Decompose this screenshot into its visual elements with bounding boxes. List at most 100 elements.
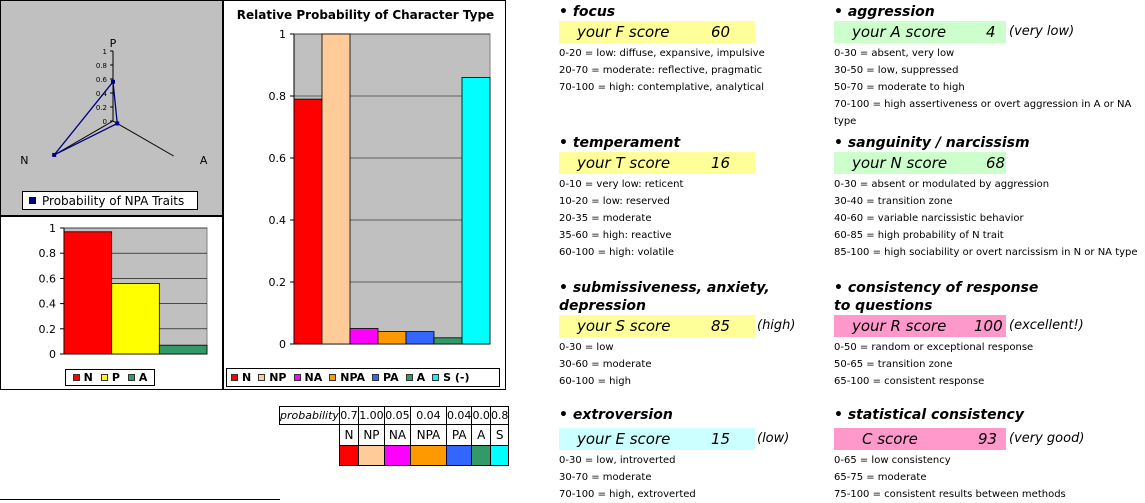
npa-y-tick-label: 0.8: [39, 247, 57, 260]
consistency-score-box: your R score 100: [834, 315, 1006, 337]
radar-tick-label: 0: [103, 118, 107, 126]
submissiveness-title-line2: depression: [559, 298, 646, 314]
divider-line: [0, 499, 280, 500]
radar-series-line: [53, 80, 118, 156]
npa-y-tick-label: 0: [49, 348, 56, 361]
type-color-npa: [409, 445, 447, 466]
character-legend: N NP NA NPA PA A S (-): [226, 368, 500, 387]
focus-score-value: 60: [711, 23, 731, 41]
npa-bar-chart: 0 0.2 0.4 0.6 0.8 1: [39, 222, 208, 361]
radar-legend-swatch: [29, 197, 36, 204]
extroversion-scale: 0-30 = low, introverted 30-70 = moderate 7…: [559, 455, 696, 500]
extroversion-score-value: 15: [711, 430, 731, 448]
char-y-tick-label: 0: [279, 338, 286, 351]
npa-bar-p: [111, 283, 160, 355]
type-label-row: N NP NA NPA PA A S: [280, 424, 510, 446]
focus-title: • focus: [559, 4, 616, 20]
aggression-title: • aggression: [834, 4, 935, 20]
char-bar-n: [293, 98, 323, 345]
statistical-scale: 0-65 = low consistency 65-75 = moderate 75…: [834, 455, 1066, 500]
submissiveness-scale: 0-30 = low 30-60 = moderate 60-100 = high: [559, 342, 652, 387]
type-label-a: A: [471, 424, 491, 446]
char-bar-npa: [377, 331, 407, 345]
extroversion-title: • extroversion: [559, 407, 673, 423]
radar-axis-label-n: N: [20, 154, 28, 167]
sanguinity-score-label: your N score: [852, 154, 948, 172]
type-color-a: [471, 445, 491, 466]
prob-value-n: 0.7: [338, 406, 359, 425]
radar-tick-label: 0.8: [96, 62, 107, 70]
prob-value-np: 1.00: [357, 406, 385, 425]
temperament-score-box: your T score 16: [559, 152, 755, 174]
char-legend-item-pa: PA: [372, 371, 399, 384]
sanguinity-score-box: your N score 68: [834, 152, 1006, 174]
radar-point-p: [111, 79, 115, 84]
statistical-score-box: C score 93: [834, 428, 1006, 450]
sanguinity-score-value: 68: [986, 154, 1006, 172]
npa-legend-item-n: N: [72, 371, 93, 384]
type-label-npa: NPA: [409, 424, 447, 446]
probability-row-label: probability: [279, 406, 340, 425]
aggression-score-label: your A score: [852, 23, 947, 41]
npa-bar-a: [158, 344, 208, 355]
npa-bar-chart-panel: 0 0.2 0.4 0.6 0.8 1 N P A: [0, 216, 223, 390]
char-legend-item-a: A: [405, 371, 425, 384]
character-chart-title: Relative Probability of Character Type: [236, 8, 495, 22]
extroversion-note: (low): [757, 431, 790, 446]
char-legend-item-np: NP: [258, 371, 287, 384]
aggression-score-box: your A score 4: [834, 21, 1006, 43]
type-color-np: [357, 445, 385, 466]
prob-value-npa: 0.04: [409, 406, 447, 425]
npa-bar-n: [63, 231, 113, 355]
type-color-n: [338, 445, 359, 466]
char-bar-s: [461, 77, 491, 345]
statistical-note: (very good): [1009, 431, 1085, 446]
probability-table: probability 0.7 1.00 0.05 0.04 0.04 0.0 …: [279, 406, 510, 466]
radar-chart: P N A 1 0.8 0.6 0.4 0.2 0: [20, 37, 208, 167]
focus-score-box: your F score 60: [559, 21, 755, 43]
type-color-na: [383, 445, 411, 466]
aggression-note: (very low): [1009, 24, 1075, 39]
char-bar-na: [349, 328, 379, 345]
npa-legend-item-a: A: [127, 371, 147, 384]
char-bar-np: [321, 33, 351, 345]
char-legend-item-na: NA: [293, 371, 322, 384]
radar-legend: Probability of NPA Traits: [22, 191, 198, 210]
aggression-score-value: 4: [986, 23, 996, 41]
focus-score-label: your F score: [577, 23, 670, 41]
consistency-title-line2: to questions: [834, 298, 933, 314]
extroversion-score-box: your E score 15: [559, 428, 755, 450]
npa-y-tick-label: 0.2: [39, 323, 57, 336]
submissiveness-title: • submissiveness, anxiety,: [559, 280, 770, 296]
probability-row: probability 0.7 1.00 0.05 0.04 0.04 0.0 …: [279, 406, 510, 425]
npa-y-tick-label: 1: [49, 222, 56, 235]
type-color-row: [280, 445, 510, 466]
consistency-note: (excellent!): [1009, 318, 1084, 333]
radar-tick-label: 0.2: [96, 104, 107, 112]
focus-scale: 0-20 = low: diffuse, expansive, impulsiv…: [559, 48, 765, 93]
type-label-n: N: [338, 424, 359, 446]
prob-value-a: 0.0: [471, 406, 491, 425]
radar-point-a: [115, 121, 120, 126]
consistency-score-value: 100: [974, 317, 1003, 335]
radar-axis-label-p: P: [110, 37, 117, 50]
char-y-tick-label: 1: [279, 28, 286, 41]
character-type-bar-chart: 0 0.2 0.4 0.6 0.8 1: [269, 28, 491, 351]
char-legend-item-npa: NPA: [329, 371, 365, 384]
aggression-scale: 0-30 = absent, very low 30-50 = low, supp…: [834, 48, 1132, 127]
npa-y-tick-label: 0.6: [39, 272, 57, 285]
sanguinity-scale: 0-30 = absent or modulated by aggression…: [834, 179, 1138, 258]
type-label-pa: PA: [445, 424, 473, 446]
npa-legend: N P A: [65, 369, 155, 386]
submissiveness-score-label: your S score: [577, 317, 671, 335]
temperament-scale: 0-10 = very low: reticent 10-20 = low: re…: [559, 179, 684, 258]
submissiveness-score-box: your S score 85: [559, 315, 755, 337]
radar-legend-label: Probability of NPA Traits: [42, 193, 185, 208]
type-label-na: NA: [383, 424, 411, 446]
char-y-tick-label: 0.6: [269, 152, 287, 165]
submissiveness-score-value: 85: [711, 317, 731, 335]
extroversion-score-label: your E score: [577, 430, 671, 448]
statistical-score-value: 93: [978, 430, 998, 448]
char-y-tick-label: 0.2: [269, 276, 287, 289]
npa-legend-item-p: P: [100, 371, 120, 384]
